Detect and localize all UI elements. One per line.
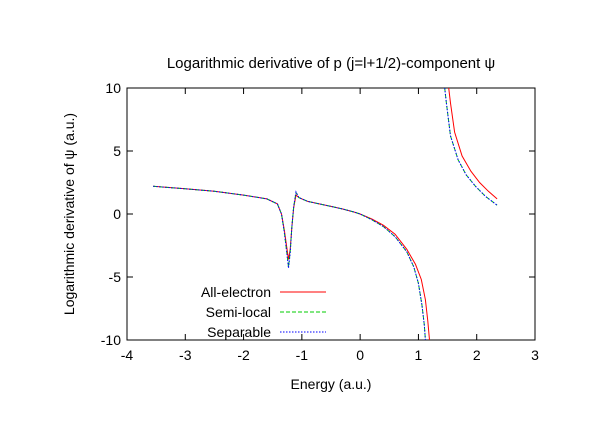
x-tick-label: 0 bbox=[356, 347, 364, 363]
series-line-3-segment-1 bbox=[153, 185, 426, 340]
y-tick-label: -10 bbox=[101, 332, 121, 348]
series-group bbox=[153, 88, 498, 340]
x-tick-label: 1 bbox=[415, 347, 423, 363]
x-tick-label: -2 bbox=[237, 347, 250, 363]
x-tick-label: -1 bbox=[296, 347, 309, 363]
legend-label: All-electron bbox=[201, 284, 271, 300]
y-tick-label: 0 bbox=[113, 206, 121, 222]
series-line-3-segment-2 bbox=[444, 88, 498, 206]
y-tick-label: 5 bbox=[113, 143, 121, 159]
legend-label: Semi-local bbox=[206, 304, 271, 320]
chart-title: Logarithmic derivative of p (j=l+1/2)-co… bbox=[167, 55, 495, 72]
y-tick-label: 10 bbox=[105, 80, 121, 96]
y-axis-label: Logarithmic derivative of ψ (a.u.) bbox=[61, 113, 77, 315]
legend: All-electron Semi-local Separable bbox=[201, 284, 326, 340]
series-line-2-segment-1 bbox=[153, 185, 426, 340]
series-line-1-segment-1 bbox=[153, 185, 430, 340]
x-axis-label: Energy (a.u.) bbox=[291, 376, 372, 392]
x-tick-label: -4 bbox=[121, 347, 134, 363]
legend-label: Separable bbox=[207, 324, 271, 340]
x-tick-label: 3 bbox=[531, 347, 539, 363]
plot-area: -4 -3 -2 -1 0 1 2 31050-5-10All-electronSemi-lo… bbox=[101, 80, 539, 363]
series-line-1-segment-2 bbox=[448, 88, 498, 200]
x-tick-label: -3 bbox=[179, 347, 192, 363]
x-tick-label: 2 bbox=[473, 347, 481, 363]
y-tick-label: -5 bbox=[109, 269, 122, 285]
plot-frame bbox=[126, 87, 536, 341]
series-line-2-segment-2 bbox=[444, 88, 498, 206]
